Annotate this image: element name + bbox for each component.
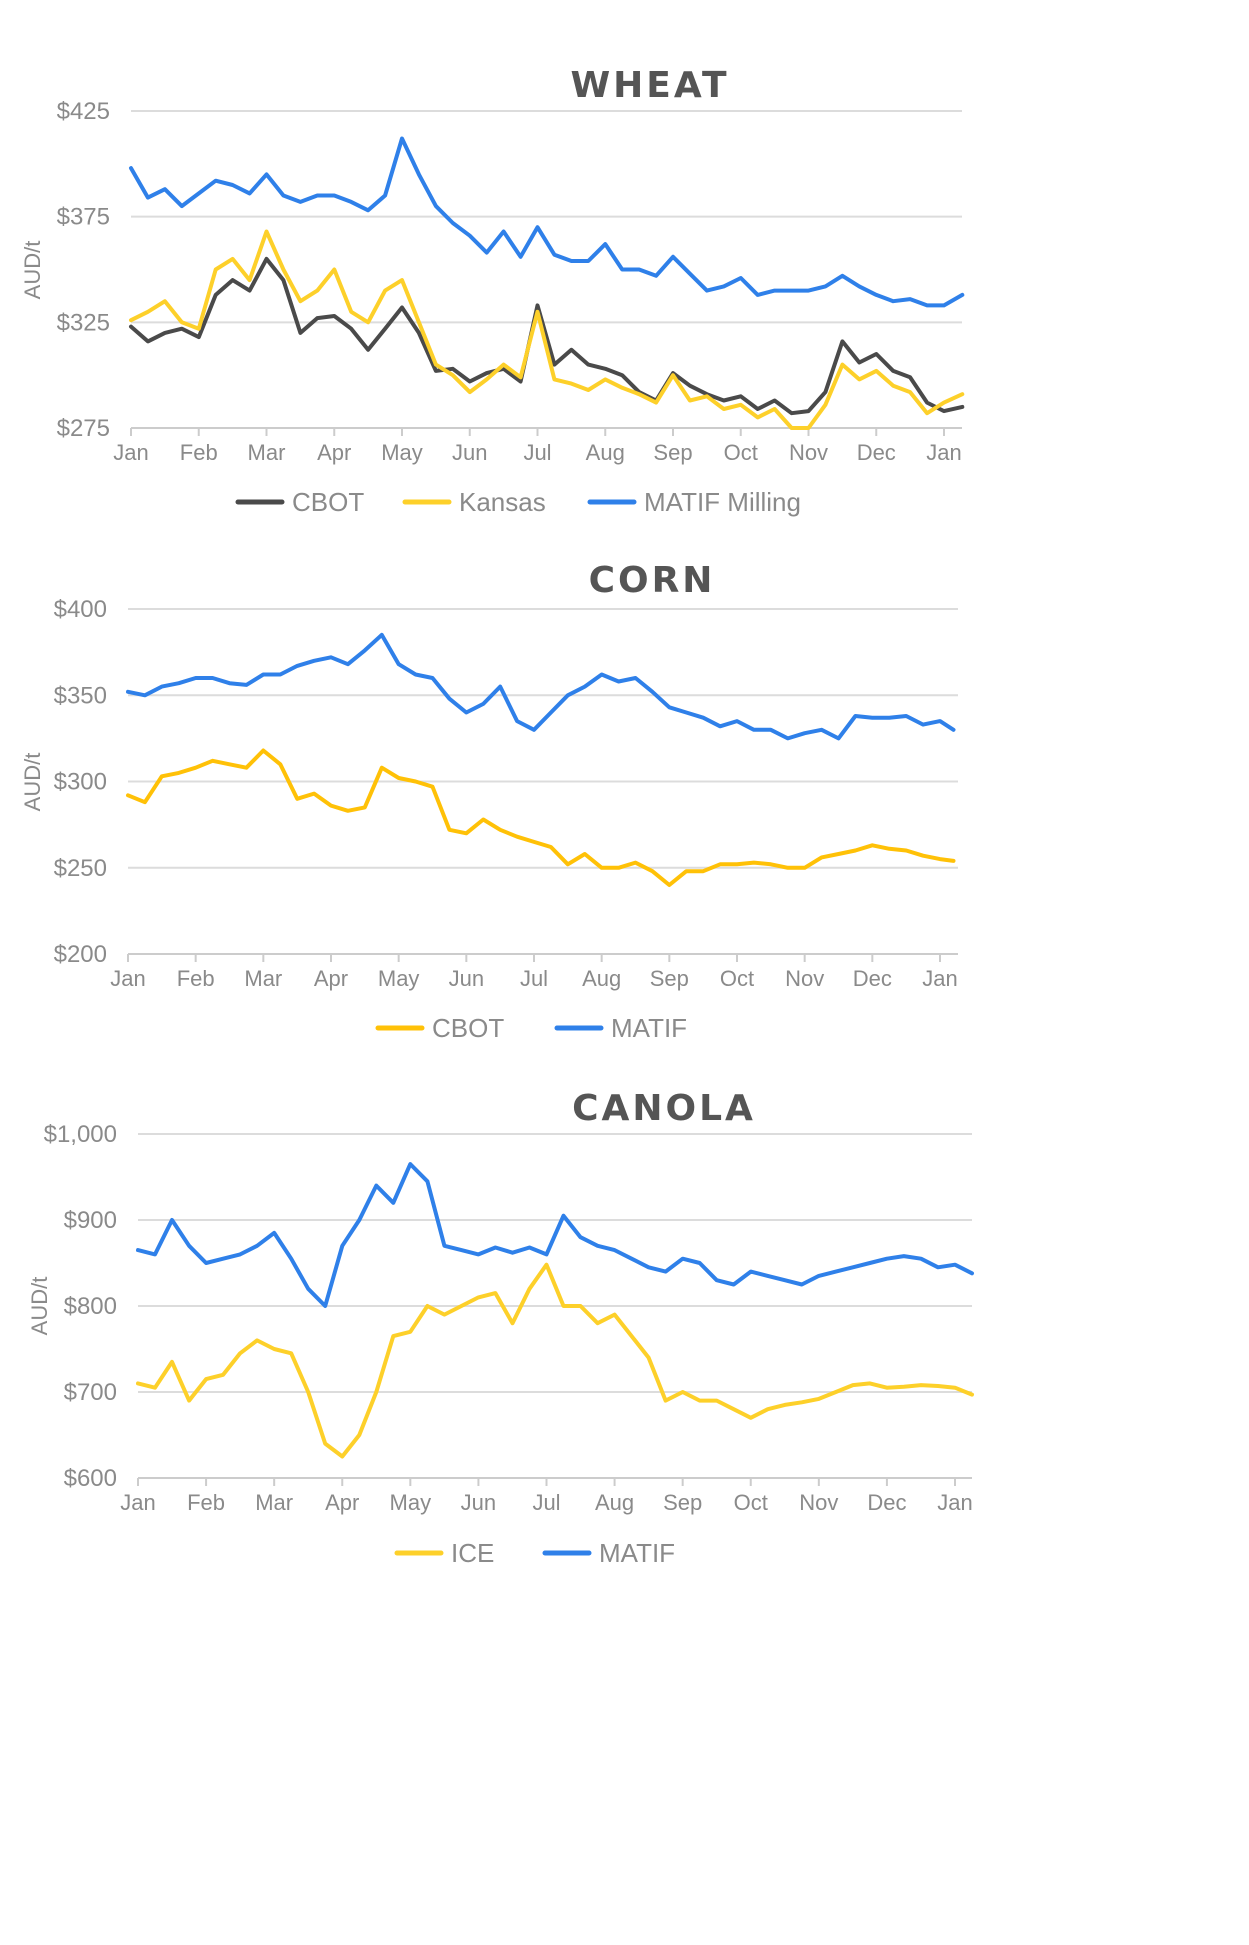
y-tick-label: $1,000 [44, 1121, 117, 1148]
corn-legend: CBOT MATIF [375, 1013, 687, 1043]
x-tick-label: Oct [720, 966, 754, 991]
x-tick-label: Feb [187, 1490, 225, 1515]
series-line-kansas [129, 229, 965, 430]
wheat-title: WHEAT [570, 65, 729, 106]
wheat-gridlines [131, 110, 962, 429]
x-tick-label: Jun [461, 1490, 496, 1515]
x-tick-label: Dec [853, 966, 892, 991]
x-tick-label: May [378, 966, 420, 991]
x-tick-label: Sep [650, 966, 689, 991]
x-tick-label: Nov [799, 1490, 838, 1515]
corn-series-lines [126, 632, 956, 887]
x-tick-label: Aug [586, 440, 625, 465]
x-tick-label: Apr [314, 966, 348, 991]
y-tick-label: $275 [57, 415, 110, 442]
y-tick-label: $325 [57, 309, 110, 336]
series-line-cbot [129, 256, 965, 416]
corn-chart: CORN AUD/t $400 $350 $300 $250 $200 Jan Feb Ma… [20, 560, 958, 1043]
x-tick-label: Sep [663, 1490, 702, 1515]
y-tick-label: $900 [64, 1207, 117, 1234]
y-tick-label: $400 [54, 596, 107, 623]
x-tick-label: May [390, 1490, 432, 1515]
y-tick-label: $700 [64, 1379, 117, 1406]
wheat-y-axis-label: AUD/t [20, 241, 45, 300]
x-tick-label: Jul [523, 440, 551, 465]
x-tick-label: Apr [325, 1490, 359, 1515]
canola-title: CANOLA [572, 1088, 756, 1129]
x-tick-label: Aug [595, 1490, 634, 1515]
x-tick-label: Jan [922, 966, 957, 991]
y-tick-label: $800 [64, 1293, 117, 1320]
x-tick-label: Jan [937, 1490, 972, 1515]
legend-label[interactable]: CBOT [292, 487, 364, 517]
canola-y-ticks: $1,000 $900 $800 $700 $600 [44, 1121, 117, 1492]
legend-label[interactable]: MATIF [611, 1013, 687, 1043]
x-tick-label: Mar [244, 966, 282, 991]
wheat-legend: CBOT Kansas MATIF Milling [235, 487, 801, 517]
canola-legend: ICE MATIF [394, 1538, 675, 1568]
corn-gridlines [128, 608, 958, 955]
x-tick-label: Dec [867, 1490, 906, 1515]
x-tick-label: Oct [734, 1490, 768, 1515]
canola-series-lines [136, 1162, 974, 1459]
legend-label[interactable]: CBOT [432, 1013, 504, 1043]
x-tick-label: Jan [120, 1490, 155, 1515]
legend-label[interactable]: ICE [451, 1538, 494, 1568]
x-tick-label: Nov [789, 440, 828, 465]
corn-x-ticks: Jan Feb Mar Apr May Jun Jul Aug Sep Oct Nov Dec Jan [110, 954, 958, 991]
series-line-ice [136, 1262, 974, 1459]
x-tick-label: Jul [520, 966, 548, 991]
x-tick-label: Jun [452, 440, 487, 465]
x-tick-label: Jan [110, 966, 145, 991]
y-tick-label: $200 [54, 941, 107, 968]
wheat-x-ticks: Jan Feb Mar Apr May Jun Jul Aug Sep Oct Nov Dec Jan [113, 428, 962, 465]
x-tick-label: Aug [582, 966, 621, 991]
series-line-matif-milling [129, 136, 965, 308]
canola-gridlines [138, 1133, 972, 1479]
canola-y-axis-label: AUD/t [27, 1277, 52, 1336]
y-tick-label: $600 [64, 1465, 117, 1492]
x-tick-label: Feb [177, 966, 215, 991]
x-tick-label: Mar [255, 1490, 293, 1515]
wheat-y-ticks: $425 $375 $325 $275 [57, 98, 110, 442]
x-tick-label: Dec [857, 440, 896, 465]
y-tick-label: $250 [54, 855, 107, 882]
x-tick-label: Sep [653, 440, 692, 465]
series-line-cbot [126, 748, 956, 887]
x-tick-label: Nov [785, 966, 824, 991]
canola-x-ticks: Jan Feb Mar Apr May Jun Jul Aug Sep Oct Nov Dec Jan [120, 1478, 973, 1515]
x-tick-label: Jan [113, 440, 148, 465]
x-tick-label: Jan [926, 440, 961, 465]
x-tick-label: May [381, 440, 423, 465]
series-line-matif [136, 1162, 974, 1308]
legend-label[interactable]: Kansas [459, 487, 546, 517]
corn-y-ticks: $400 $350 $300 $250 $200 [54, 596, 107, 968]
y-tick-label: $425 [57, 98, 110, 125]
corn-title: CORN [589, 560, 716, 601]
y-tick-label: $375 [57, 204, 110, 231]
x-tick-label: Jun [449, 966, 484, 991]
legend-label[interactable]: MATIF Milling [644, 487, 801, 517]
x-tick-label: Jul [532, 1490, 560, 1515]
canola-chart: CANOLA AUD/t $1,000 $900 $800 $700 $600 Jan F… [27, 1088, 974, 1568]
y-tick-label: $300 [54, 769, 107, 796]
x-tick-label: Feb [180, 440, 218, 465]
corn-y-axis-label: AUD/t [20, 753, 45, 812]
series-line-matif [126, 632, 956, 741]
legend-label[interactable]: MATIF [599, 1538, 675, 1568]
wheat-series-lines [129, 136, 965, 430]
x-tick-label: Oct [724, 440, 758, 465]
x-tick-label: Mar [248, 440, 286, 465]
x-tick-label: Apr [317, 440, 351, 465]
wheat-chart: WHEAT AUD/t $425 $375 $325 $275 Jan Feb Mar Ap… [20, 65, 965, 517]
y-tick-label: $350 [54, 682, 107, 709]
